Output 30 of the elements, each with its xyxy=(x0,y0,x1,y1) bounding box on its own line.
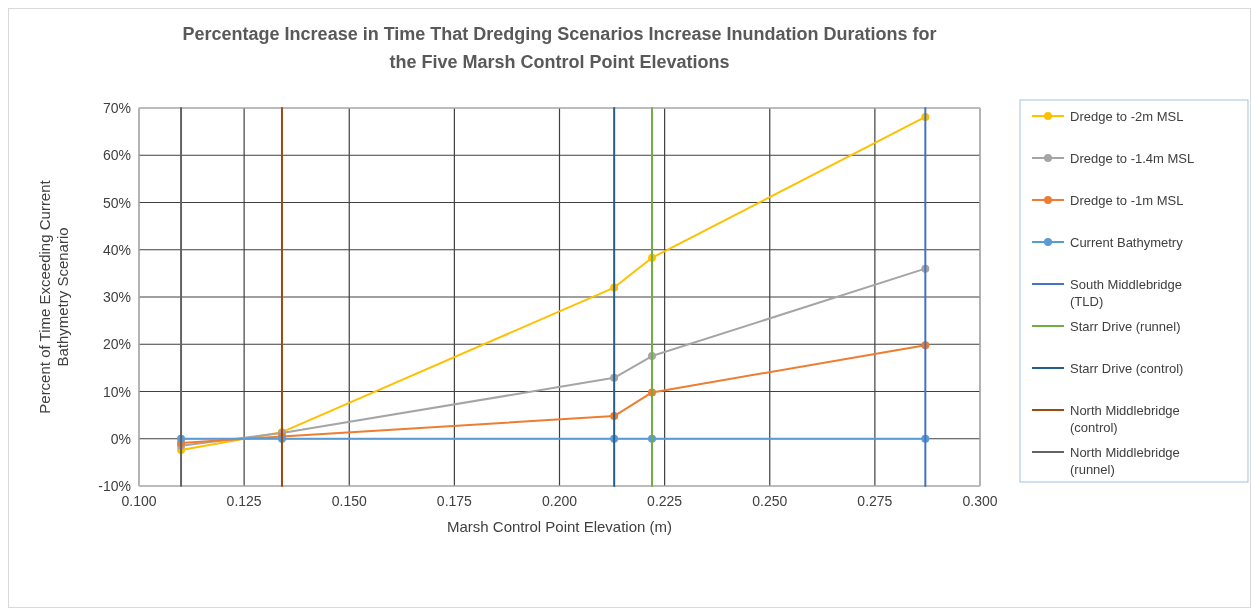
y-axis-title: Percent of Time Exceeding Current Bathymetry Scenario xyxy=(36,179,71,414)
x-tick-label: 0.300 xyxy=(962,493,998,509)
legend-label: North Middlebridge (control) xyxy=(1070,403,1180,435)
x-tick-label: 0.275 xyxy=(857,493,893,509)
y-tick-label: 10% xyxy=(102,383,131,400)
legend-label: Dredge to -1m MSL xyxy=(1070,193,1184,208)
x-tick-label: 0.250 xyxy=(752,493,788,509)
y-tick-label: 50% xyxy=(102,194,131,211)
y-tick-label: -10% xyxy=(98,478,131,494)
legend-label: Current Bathymetry xyxy=(1070,235,1184,250)
x-tick-label: 0.150 xyxy=(331,493,367,509)
x-tick-label: 0.200 xyxy=(541,493,578,509)
x-tick-label: 0.175 xyxy=(436,493,473,509)
y-tick-label: 20% xyxy=(102,336,131,353)
chart-title: Percentage Increase in Time That Dredging Scenarios Increase Inundation Durations for the Five Marsh Control Point Elevations xyxy=(182,24,937,72)
y-tick-label: 0% xyxy=(110,430,131,447)
legend-label: Starr Drive (control) xyxy=(1070,361,1184,376)
legend-label: Dredge to -1.4m MSL xyxy=(1070,151,1195,166)
y-tick-label: 30% xyxy=(102,289,131,305)
x-axis-title: Marsh Control Point Elevation (m) xyxy=(446,518,673,535)
legend-label: North Middlebridge (runnel) xyxy=(1070,445,1180,477)
y-tick-label: 60% xyxy=(102,147,131,164)
legend-label: South Middlebridge (TLD) xyxy=(1070,277,1183,309)
y-tick-label: 70% xyxy=(102,100,131,116)
x-tick-label: 0.100 xyxy=(121,493,157,509)
legend-label: Starr Drive (runnel) xyxy=(1070,319,1181,334)
y-tick-label: 40% xyxy=(102,241,131,258)
x-tick-label: 0.125 xyxy=(226,493,262,509)
x-tick-label: 0.225 xyxy=(647,493,683,509)
legend-label: Dredge to -2m MSL xyxy=(1070,109,1184,124)
